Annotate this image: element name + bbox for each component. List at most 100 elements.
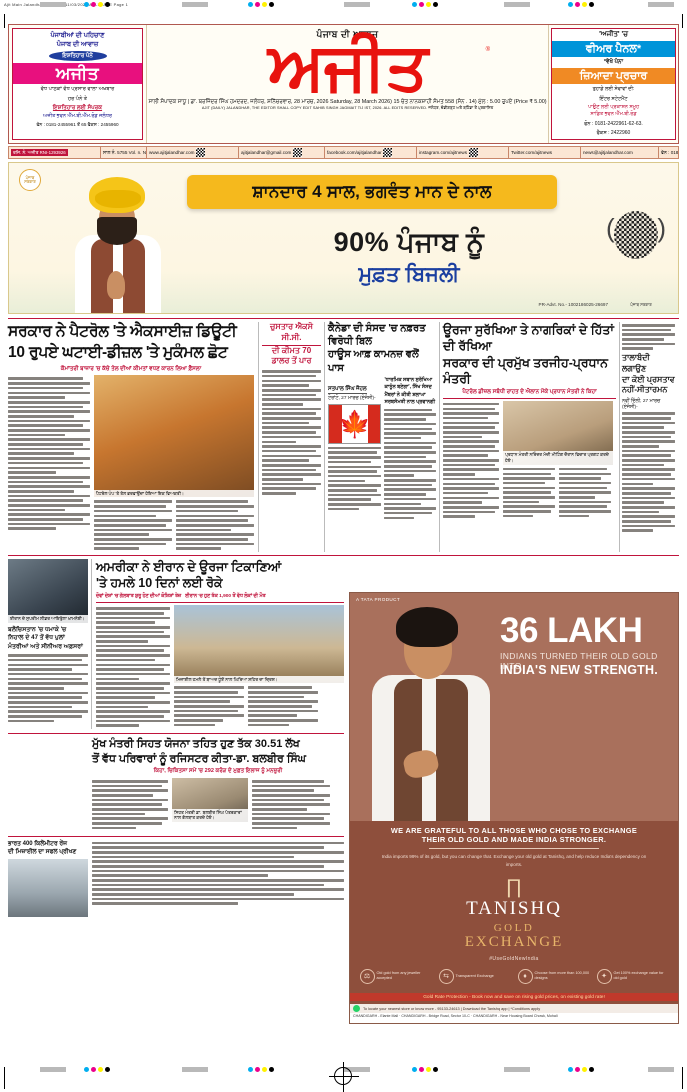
missile-headline-l2: ਦੀ ਮਿਜ਼ਾਈਲ ਦਾ ਸਫਲ ਪ੍ਰੀਖਣ [8,848,77,855]
chief-minister-photo [57,173,177,313]
health-headline-l2: ਤੋਂ ਵੱਧ ਪਰਿਵਾਰਾਂ ਨੂੰ ਰਜਿਸਟਰ ਕੀਤਾ-ਡਾ. ਬਲਬ… [92,752,306,765]
news-email[interactable]: news@ajitjalandhar.com [581,147,659,158]
maple-leaf-icon: 🍁 [338,408,371,439]
balochistan-headline-l3: ਮੰਤਰੀਆਂ ਅਤੇ ਸੀਨੀਅਰ ਅਫ਼ਸਰਾਂ [8,642,83,650]
qr-code-icon [383,148,393,157]
story-crude-price[interactable]: ਚੁਸਤਾਰ ਐਕਸੋ ਸੀ.ਸੀ. ਦੀ ਕੀਮਤ 70 ਡਾਲਰ ਤੋਂ ਪ… [258,322,324,553]
petrol-headline-line2: 10 ਰੁਪਏ ਘਟਾਈ-ਡੀਜ਼ਲ 'ਤੇ ਮੁਕੰਮਲ ਛੋਟ [8,343,228,361]
masthead-logo: ਅਜੀਤ [268,29,428,103]
tanishq-benefits-list: ⚖ Old gold from any jeweller accepted ⇆ … [350,968,678,984]
pm-subhead: ਪੈਟਰੋਲ ਡੀਜ਼ਲ ਸਬੰਧੀ ਰਾਹਤ ਦੇ ਐਲਾਨ ਮੌਕੇ ਪ੍ਰ… [443,389,616,399]
website-link[interactable]: www.ajitjalandhar.com [147,147,239,158]
pr-advertisement-number: PR-Advt. No.- 1002186025-26697 [538,302,608,307]
tanishq-footer[interactable]: To locate your nearest store or know mor… [350,1004,678,1013]
ad-government-label: ਪੰਜਾਬ ਸਰਕਾਰ [630,302,652,307]
tanishq-store-locations: CHANDIGARH - Elante Mall · CHANDIGARH - … [350,1013,678,1023]
tanishq-logo-text: TANISHQ [466,897,562,919]
canada-side-note: 'ਧਾਰਮਿਕ ਸਥਾਨ ਸੁਰੱਖਿਆ ਕਾਨੂੰਨ ਬਣੇਗਾ', ਸਿੱਖ… [384,376,436,406]
brand-ambassador-photo [358,607,508,825]
ad-headline-banner: ਸ਼ਾਨਦਾਰ 4 ਸਾਲ, ਭਗਵੰਤ ਮਾਨ ਦੇ ਨਾਲ [187,175,557,209]
story-iran-leader-side[interactable]: ਈਰਾਨ ਦੇ ਸੁਪਰੀਮ ਲੀਡਰ ਆਇਤੁੱਲਾ ਖ਼ਾਮਨੇਈ। ਬਲੋ… [8,559,92,730]
tanishq-logo-mark-icon: ∏ [505,875,523,898]
iran-bullet-1: ਦੋਵਾਂ ਦੇਸ਼ਾਂ 'ਚ ਗੱਲਬਾਤ ਸ਼ੁਰੂ ਹੋਣ ਦੀਆਂ ਕੋ… [96,593,182,599]
story-pm-energy[interactable]: ਊਰਜਾ ਸੁਰੱਖਿਆ ਤੇ ਨਾਗਰਿਕਾਂ ਦੇ ਹਿੱਤਾਂ ਦੀ ਰੱ… [439,322,619,553]
story-health-scheme[interactable]: ਮੁੱਖ ਮੰਤਰੀ ਸਿਹਤ ਯੋਜਨਾ ਤਹਿਤ ਹੁਣ ਤੱਕ 30.51… [8,733,344,831]
purity-icon: ✦ [596,968,612,984]
missile-photo [8,858,88,917]
canada-byline: ਸਤਪਾਲ ਸਿੰਘ ਜੌਹਲ [328,386,367,395]
tanishq-advertisement[interactable]: A TATA PRODUCT 36 LAKH INDIANS TURNED TH… [349,592,679,1024]
tanishq-program-line1: GOLD [493,921,535,934]
petrol-pump-photo: ਪੈਟਰੋਲ ਪੰਪ 'ਤੇ ਤੇਲ ਭਰਵਾਉਂਦਾ ਹੋਇਆ ਇਕ ਵਿਅਕ… [94,375,254,498]
contact-phone: ਫੋਨ : 0181-2455961-65, ਪੰਨੇ : 2455960 [661,150,678,155]
iran-leader-photo: ਈਰਾਨ ਦੇ ਸੁਪਰੀਮ ਲੀਡਰ ਆਇਤੁੱਲਾ ਖ਼ਾਮਨੇਈ। [8,559,88,624]
story-petrol-excise[interactable]: ਸਰਕਾਰ ਨੇ ਪੈਟਰੋਲ 'ਤੇ ਐਕਸਾਈਜ਼ ਡਿਊਟੀ 10 ਰੁਪ… [8,322,258,552]
registered-trademark-icon: ® [485,47,490,53]
ad-line-2: ਮੁਫ਼ਤ ਬਿਜਲੀ [358,263,460,286]
masthead-right-line3: ਤੁਹਾਡੇ ਲਈ ਸੇਵਾਵਾਂ ਦੀ: [592,86,635,92]
iran-headline-l2: 'ਤੇ ਹਮਲੇ 10 ਦਿਨਾਂ ਲਈ ਰੋਕੇ [96,576,223,591]
instagram-link[interactable]: instagram.com/ajitnews [417,147,509,158]
canada-body-col1 [328,446,382,511]
masthead-right-phone1: ਫੋਨ : 0181-2422961-62-63. [584,120,643,127]
story-missile-test[interactable]: ਭਾਰਤ 400 ਕਿਲੋਮੀਟਰ ਰੇਂਜ ਦੀ ਮਿਜ਼ਾਈਲ ਦਾ ਸਫਲ… [8,835,344,917]
ad-qr-code[interactable]: ( ) [606,207,666,269]
registration-strip-top [0,0,687,10]
missile-body-text [92,841,344,917]
crop-mark [4,14,5,28]
tanishq-lower-panel: WE ARE GRATEFUL TO ALL THOSE WHO CHOSE T… [350,821,678,1023]
masthead-left-contact-link[interactable]: ਇਸ਼ਤਿਹਾਰ ਲਈ ਸੰਪਰਕ [52,105,103,112]
twitter-link[interactable]: Twitter.com/ajitnews [509,147,581,158]
email-link[interactable]: ajitjalandhar@gmail.com [239,147,325,158]
story-lockdown[interactable]: ਤਾਲਾਬੰਦੀ ਲਗਾਉਣ ਦਾ ਕੋਈ ਪ੍ਰਸਤਾਵ ਨਹੀਂ-ਸੀਤਾਰ… [619,322,677,553]
lockdown-dateline: ਨਵੀਂ ਦਿੱਲੀ, 27 ਮਾਰਚ (ਏਜੰਸੀ)- [622,399,661,411]
qr-code-icon [468,148,478,157]
masthead-left-brand: ਅਜੀਤ [55,64,100,84]
iran-photo-caption: ਮਿਜ਼ਾਈਲ ਹਮਲੇ ਤੋਂ ਬਾਅਦ ਧੂੰਏਂ ਨਾਲ ਘਿਰਿਆ ਸ਼… [174,675,344,684]
canada-flag-photo: 🍁 [328,403,382,444]
crude-headline-l2: ਦੀ ਕੀਮਤ 70 [271,345,312,355]
registration-number: ਰਜਿ. ਨੰ. ਅਜੀਤ RNI-1293926 [9,147,101,158]
masthead-right-line4: ਇੰਟਰ ਸਟੇਟਮੈਂਟ [599,95,628,102]
crude-headline-l1: ਚੁਸਤਾਰ ਐਕਸੋ ਸੀ.ਸੀ. [262,322,321,346]
tanishq-headline-number: 36 LAKH [500,611,643,650]
crop-mark [4,1067,5,1089]
tata-product-badge: A TATA PRODUCT [356,597,401,602]
qr-code-icon [195,148,205,157]
health-minister-photo: ਸਿਹਤ ਮੰਤਰੀ ਡਾ. ਬਲਬੀਰ ਸਿੰਘ ਪੱਤਰਕਾਰਾਂ ਨਾਲ … [172,777,248,822]
health-headline-l1: ਮੁੱਖ ਮੰਤਰੀ ਸਿਹਤ ਯੋਜਨਾ ਤਹਿਤ ਹੁਣ ਤੱਕ 30.51… [92,738,300,751]
social-media-bar: ਰਜਿ. ਨੰ. ਅਜੀਤ RNI-1293926 ਸਾਲ ਨੰ. 5755 V… [8,146,679,159]
masthead-left-ad[interactable]: ਪੰਜਾਬੀਆਂ ਦੀ ਪਹਿਚਾਣ ਪੰਜਾਬ ਦੀ ਆਵਾਜ਼ ਇਸ਼ਤਿਹ… [9,25,147,143]
lockdown-lead-lines [622,324,675,351]
crop-mark [682,14,683,28]
canada-headline-l2: ਹਾਊਸ ਆਫ਼ ਕਾਮਨਜ਼ ਵਲੋਂ ਪਾਸ [328,349,419,374]
qr-code-icon [614,211,658,259]
crude-headline-l3: ਡਾਲਰ ਤੋਂ ਪਾਰ [271,356,312,366]
news-section: ਸਰਕਾਰ ਨੇ ਪੈਟਰੋਲ 'ਤੇ ਐਕਸਾਈਜ਼ ਡਿਊਟੀ 10 ਰੁਪ… [8,318,679,917]
iran-body-col3 [248,686,318,728]
ad-line-1: 90% ਪੰਜਾਬ ਨੂੰ [333,227,485,257]
pm-photo-caption: ਪ੍ਰਧਾਨ ਮੰਤਰੀ ਨਰਿੰਦਰ ਮੋਦੀ ਮੀਟਿੰਗ ਦੌਰਾਨ ਵਿ… [503,451,613,465]
petrol-body-text [8,377,90,552]
pm-photo: ਪ੍ਰਧਾਨ ਮੰਤਰੀ ਨਰਿੰਦਰ ਮੋਦੀ ਮੀਟਿੰਗ ਦੌਰਾਨ ਵਿ… [503,400,613,465]
facebook-link[interactable]: facebook.com/ajitjalandhar [325,147,417,158]
benefit-item: ♦ Choose from more than 100,000 designs [517,968,590,984]
lockdown-body-text [622,412,675,532]
masthead-left-oval: ਇਸ਼ਤਿਹਾਰ ਪੰਨੇ [48,51,107,62]
benefit-item: ✦ Get 100% exchange value for old gold [596,968,669,984]
health-body-col1 [92,779,168,832]
pm-headline-l2: ਸਰਕਾਰ ਦੀ ਪ੍ਰਮੁੱਖ ਤਰਜੀਹ-ਪ੍ਰਧਾਨ ਮੰਤਰੀ [443,355,608,386]
whatsapp-icon[interactable] [353,1005,360,1012]
story-canada-bill[interactable]: ਕੈਨੇਡਾ ਦੀ ਸੰਸਦ 'ਚ ਨਫ਼ਰਤ ਵਿਰੋਧੀ ਬਿਲ ਹਾਊਸ … [324,322,439,553]
story-iran-strikes[interactable]: ਅਮਰੀਕਾ ਨੇ ਈਰਾਨ ਦੇ ਊਰਜਾ ਟਿਕਾਣਿਆਂ 'ਤੇ ਹਮਲੇ… [92,559,344,729]
masthead-left-line3: ਵੱਧ ਪਾਠਕਾਂ ਵੱਧ ਪ੍ਰਸਾਰ ਵਾਲਾ ਅਖ਼ਬਾਰ [40,86,115,93]
iran-body-col1 [96,607,170,729]
masthead-left-line1: ਪੰਜਾਬੀਆਂ ਦੀ ਪਹਿਚਾਣ [50,32,105,39]
tanishq-grateful-line1: WE ARE GRATEFUL TO ALL THOSE WHO CHOSE T… [390,826,638,835]
masthead-right-ad[interactable]: 'ਅਜੀਤ' 'ਚ ਵੀਅਰ ਪੈਨਲ* *ਵੇਖੋ ਪੰਨਾ ਜ਼ਿਆਦਾ ਪ… [548,25,678,143]
tanishq-body-text: India imports 99% of its gold, but you c… [381,854,647,867]
masthead-left-line4: ਹਰ ਪੰਨੇ ਤੇ [67,96,88,103]
masthead-copyright: AJIT (DAILY) JALANDHAR, THE EDITOR SHALL… [201,105,494,110]
tanishq-grateful-line2: THEIR OLD GOLD AND MADE INDIA STRONGER. [421,835,607,844]
government-advertisement[interactable]: ਪੰਜਾਬ ਸਰਕਾਰ ਸ਼ਾਨਦਾਰ 4 ਸਾਲ, ਭਗਵੰਤ ਮਾਨ ਦੇ … [8,162,679,314]
